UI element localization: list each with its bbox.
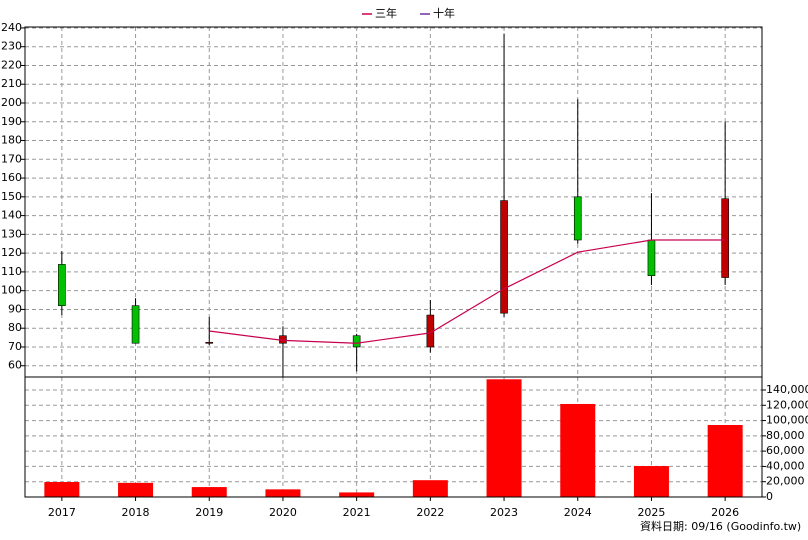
y2-tick-label: 0 xyxy=(766,490,773,503)
volume-bar xyxy=(633,466,669,497)
y-tick-label: 80 xyxy=(8,321,22,334)
volume-bar xyxy=(560,403,596,497)
x-tick-label: 2021 xyxy=(343,506,371,519)
y-tick-label: 110 xyxy=(1,265,22,278)
y-tick-label: 220 xyxy=(1,58,22,71)
candle-body xyxy=(205,341,214,344)
candle-body xyxy=(647,239,656,276)
y-tick-label: 210 xyxy=(1,77,22,90)
x-tick-label: 2019 xyxy=(195,506,223,519)
y-tick-label: 90 xyxy=(8,302,22,315)
plot-frame xyxy=(24,376,763,498)
y2-tick-label: 140,000 xyxy=(766,383,808,396)
volume-bar xyxy=(191,487,227,497)
x-tick-label: 2024 xyxy=(564,506,592,519)
y-tick-label: 150 xyxy=(1,190,22,203)
candle-body xyxy=(721,198,729,278)
x-tick-label: 2017 xyxy=(48,506,76,519)
candle-body xyxy=(352,335,361,348)
x-tick-label: 2026 xyxy=(711,506,739,519)
x-tick-label: 2025 xyxy=(637,506,665,519)
candle-body xyxy=(131,305,140,344)
candle-body xyxy=(279,335,287,344)
y-tick-label: 140 xyxy=(1,209,22,222)
line-series xyxy=(209,239,726,344)
volume-bar xyxy=(707,425,743,497)
y-tick-label: 130 xyxy=(1,227,22,240)
y-tick-label: 180 xyxy=(1,134,22,147)
y2-tick-label: 100,000 xyxy=(766,414,808,427)
y2-tick-label: 40,000 xyxy=(766,459,805,472)
legend-label: 三年 xyxy=(375,6,397,20)
y-tick-label: 70 xyxy=(8,340,22,353)
y-tick-label: 230 xyxy=(1,40,22,53)
candle-body xyxy=(500,200,508,314)
y2-tick-label: 20,000 xyxy=(766,475,805,488)
x-tick-label: 2022 xyxy=(416,506,444,519)
x-tick-label: 2020 xyxy=(269,506,297,519)
y2-tick-label: 60,000 xyxy=(766,444,805,457)
volume-bar xyxy=(412,480,448,497)
y2-tick-label: 80,000 xyxy=(766,429,805,442)
volume-bar xyxy=(486,379,522,497)
y-tick-label: 200 xyxy=(1,96,22,109)
legend-label: 十年 xyxy=(433,6,455,20)
candle-body xyxy=(58,264,66,306)
y-tick-label: 120 xyxy=(1,246,22,259)
y-tick-label: 240 xyxy=(1,21,22,34)
volume-bar xyxy=(118,482,154,497)
y-tick-label: 160 xyxy=(1,171,22,184)
y-tick-label: 60 xyxy=(8,359,22,372)
source-note: 資料日期: 09/16 (Goodinfo.tw) xyxy=(640,519,801,533)
y2-tick-label: 120,000 xyxy=(766,398,808,411)
candle-body xyxy=(573,196,582,241)
y-tick-label: 190 xyxy=(1,115,22,128)
x-tick-label: 2018 xyxy=(122,506,150,519)
y-tick-label: 170 xyxy=(1,152,22,165)
y-tick-label: 100 xyxy=(1,284,22,297)
x-tick-label: 2023 xyxy=(490,506,518,519)
volume-bar xyxy=(339,492,375,497)
volume-bar xyxy=(265,489,301,497)
volume-bar xyxy=(44,482,80,497)
